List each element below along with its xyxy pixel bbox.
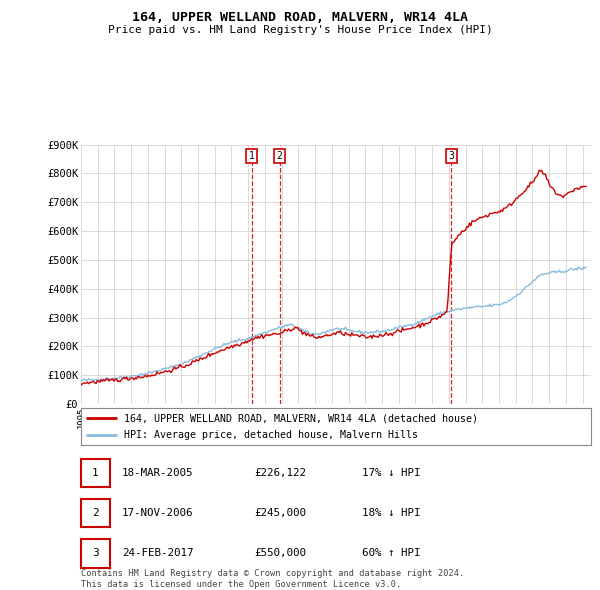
Text: £550,000: £550,000 (254, 549, 306, 558)
Text: 17% ↓ HPI: 17% ↓ HPI (362, 468, 420, 478)
Text: 2: 2 (277, 151, 283, 161)
Text: Contains HM Land Registry data © Crown copyright and database right 2024.: Contains HM Land Registry data © Crown c… (81, 569, 464, 578)
Text: 164, UPPER WELLAND ROAD, MALVERN, WR14 4LA (detached house): 164, UPPER WELLAND ROAD, MALVERN, WR14 4… (124, 414, 478, 423)
Text: 2: 2 (92, 509, 99, 518)
Text: £245,000: £245,000 (254, 509, 306, 518)
Text: Price paid vs. HM Land Registry's House Price Index (HPI): Price paid vs. HM Land Registry's House … (107, 25, 493, 35)
Text: 1: 1 (249, 151, 254, 161)
Text: 18-MAR-2005: 18-MAR-2005 (122, 468, 193, 478)
Text: 1: 1 (92, 468, 99, 478)
Text: 18% ↓ HPI: 18% ↓ HPI (362, 509, 420, 518)
Text: 3: 3 (448, 151, 454, 161)
Text: 164, UPPER WELLAND ROAD, MALVERN, WR14 4LA: 164, UPPER WELLAND ROAD, MALVERN, WR14 4… (132, 11, 468, 24)
Text: 3: 3 (92, 549, 99, 558)
Text: 24-FEB-2017: 24-FEB-2017 (122, 549, 193, 558)
Text: £226,122: £226,122 (254, 468, 306, 478)
Text: 17-NOV-2006: 17-NOV-2006 (122, 509, 193, 518)
Text: HPI: Average price, detached house, Malvern Hills: HPI: Average price, detached house, Malv… (124, 431, 418, 440)
Text: This data is licensed under the Open Government Licence v3.0.: This data is licensed under the Open Gov… (81, 579, 401, 589)
Text: 60% ↑ HPI: 60% ↑ HPI (362, 549, 420, 558)
